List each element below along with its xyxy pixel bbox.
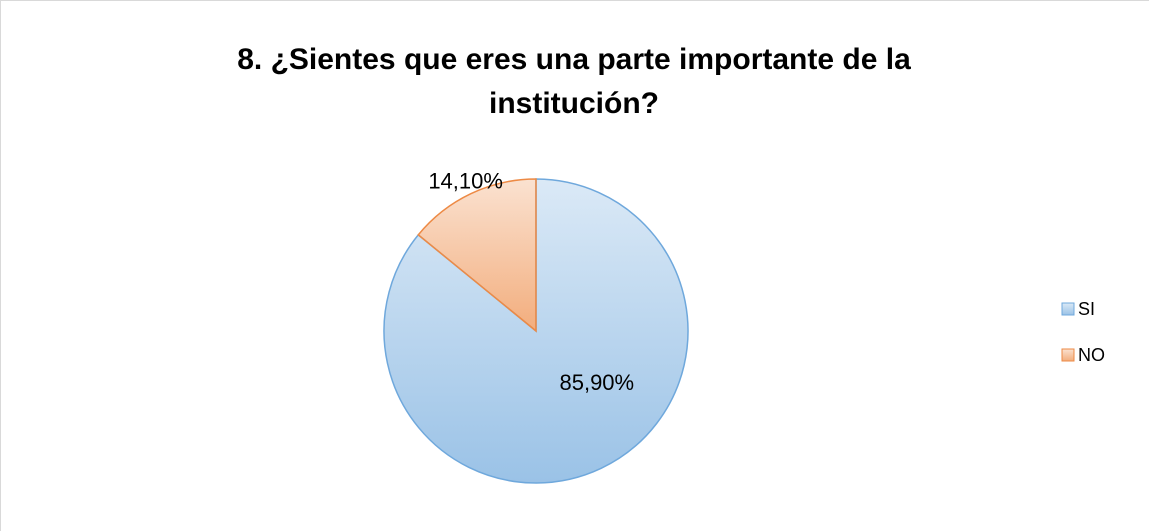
data-label: 14,10%: [428, 168, 503, 193]
pie-slice: [417, 178, 537, 333]
legend-label: SI: [1078, 299, 1095, 319]
legend-label: NO: [1078, 345, 1105, 365]
data-label: 85,90%: [559, 370, 634, 395]
legend-swatch: [1061, 348, 1075, 362]
pie-slice: [383, 178, 689, 484]
chart-title: 8. ¿Sientes que eres una parte important…: [237, 43, 911, 120]
legend-swatch: [1061, 302, 1075, 316]
